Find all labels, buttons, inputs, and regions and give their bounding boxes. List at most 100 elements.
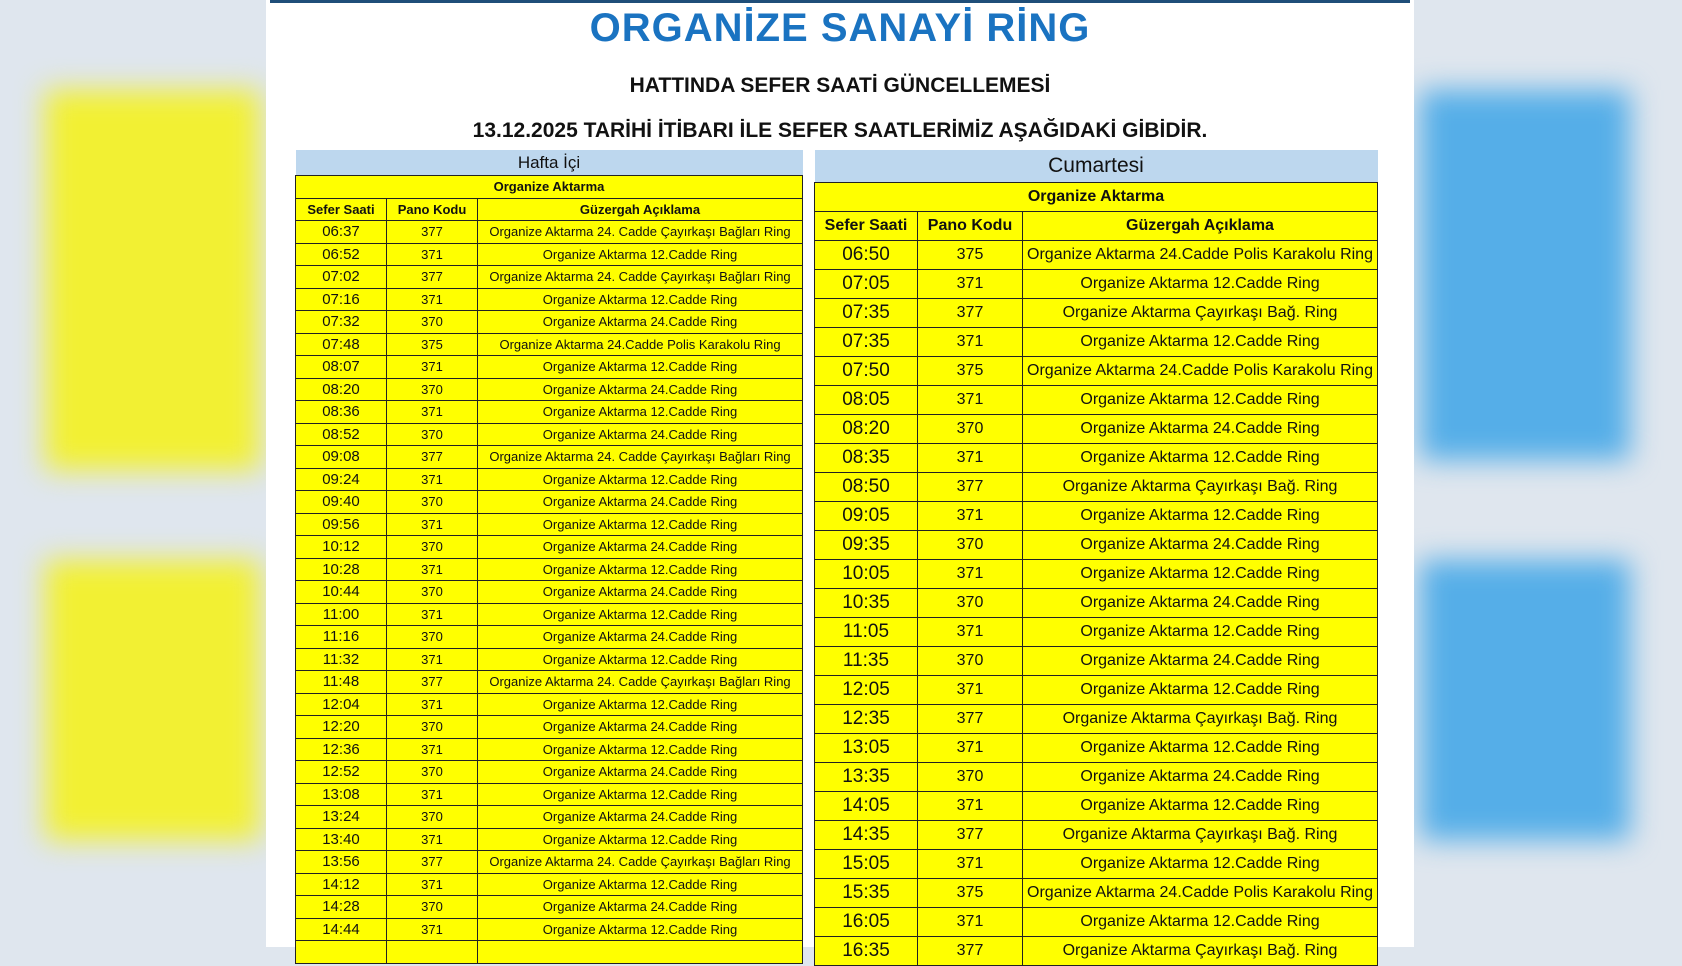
board-code: 371 [917,327,1023,357]
board-code: 371 [917,791,1023,821]
departure-time: 06:50 [814,240,918,270]
departure-time [295,940,387,964]
route-description: Organize Aktarma 24. Cadde Çayırkaşı Bağ… [477,670,803,694]
board-code: 377 [386,850,478,874]
board-code: 377 [386,670,478,694]
day-header: Hafta İçi [295,150,803,176]
route-description: Organize Aktarma Çayırkaşı Bağ. Ring [1022,704,1378,734]
route-description: Organize Aktarma 12.Cadde Ring [1022,733,1378,763]
route-description: Organize Aktarma 24.Cadde Ring [477,580,803,604]
table-row: 12:35 377 Organize Aktarma Çayırkaşı Bağ. … [814,704,1378,734]
table-row: 14:35 377 Organize Aktarma Çayırkaşı Bağ. … [814,820,1378,850]
table-row: 12:05 371 Organize Aktarma 12.Cadde Ring [814,675,1378,705]
route-description: Organize Aktarma 24. Cadde Çayırkaşı Bağ… [477,265,803,289]
departure-time: 07:48 [295,332,387,356]
board-code: 377 [386,220,478,244]
route-description: Organize Aktarma 12.Cadde Ring [477,872,803,896]
departure-time: 09:40 [295,490,387,514]
table-row: 06:50 375 Organize Aktarma 24.Cadde Polis … [814,240,1378,270]
departure-time: 12:20 [295,715,387,739]
table-row [295,940,803,964]
route-description: Organize Aktarma 12.Cadde Ring [1022,675,1378,705]
board-code: 371 [917,501,1023,531]
board-code: 371 [917,269,1023,299]
column-header: Sefer Saati [814,211,918,241]
table-row: 11:16 370 Organize Aktarma 24.Cadde Ring [295,625,803,649]
departure-time: 13:08 [295,782,387,806]
table-row: 10:35 370 Organize Aktarma 24.Cadde Ring [814,588,1378,618]
table-row: 11:35 370 Organize Aktarma 24.Cadde Ring [814,646,1378,676]
route-description: Organize Aktarma 12.Cadde Ring [477,917,803,941]
board-code: 371 [386,647,478,671]
departure-time: 06:37 [295,220,387,244]
route-description: Organize Aktarma Çayırkaşı Bağ. Ring [1022,820,1378,850]
board-code: 377 [917,298,1023,328]
table-row: 09:24 371 Organize Aktarma 12.Cadde Ring [295,467,803,491]
route-description: Organize Aktarma 24.Cadde Ring [477,760,803,784]
route-description: Organize Aktarma 24.Cadde Ring [477,625,803,649]
board-code: 370 [917,646,1023,676]
route-description: Organize Aktarma 12.Cadde Ring [1022,443,1378,473]
board-code: 370 [386,490,478,514]
departure-time: 08:20 [295,377,387,401]
departure-time: 14:28 [295,895,387,919]
board-code: 370 [917,530,1023,560]
table-row: 07:16 371 Organize Aktarma 12.Cadde Ring [295,287,803,311]
table-row: 08:52 370 Organize Aktarma 24.Cadde Ring [295,422,803,446]
column-header: Pano Kodu [917,211,1023,241]
board-code [386,940,478,964]
table-row: 08:20 370 Organize Aktarma 24.Cadde Ring [295,377,803,401]
route-description: Organize Aktarma 24.Cadde Ring [477,895,803,919]
departure-time: 07:35 [814,327,918,357]
board-code: 370 [386,310,478,334]
departure-time: 10:28 [295,557,387,581]
departure-time: 13:24 [295,805,387,829]
table-row: 09:56 371 Organize Aktarma 12.Cadde Ring [295,512,803,536]
table-row: 09:05 371 Organize Aktarma 12.Cadde Ring [814,501,1378,531]
departure-time: 14:35 [814,820,918,850]
route-description: Organize Aktarma 12.Cadde Ring [1022,849,1378,879]
route-description: Organize Aktarma 12.Cadde Ring [477,467,803,491]
board-code: 371 [386,737,478,761]
departure-time: 16:05 [814,907,918,937]
table-row: 13:40 371 Organize Aktarma 12.Cadde Ring [295,827,803,851]
route-description: Organize Aktarma 24. Cadde Çayırkaşı Bağ… [477,220,803,244]
departure-time: 09:24 [295,467,387,491]
board-code: 370 [386,580,478,604]
stop-name: Organize Aktarma [295,175,803,199]
route-description: Organize Aktarma 24.Cadde Polis Karakolu… [1022,878,1378,908]
table-row: 10:12 370 Organize Aktarma 24.Cadde Ring [295,535,803,559]
table-row: 15:05 371 Organize Aktarma 12.Cadde Ring [814,849,1378,879]
table-row: 11:32 371 Organize Aktarma 12.Cadde Ring [295,647,803,671]
board-code: 371 [386,602,478,626]
table-row: 16:05 371 Organize Aktarma 12.Cadde Ring [814,907,1378,937]
departure-time: 08:52 [295,422,387,446]
departure-time: 07:16 [295,287,387,311]
departure-time: 10:12 [295,535,387,559]
departure-time: 11:32 [295,647,387,671]
table-row: 12:52 370 Organize Aktarma 24.Cadde Ring [295,760,803,784]
table-row: 08:07 371 Organize Aktarma 12.Cadde Ring [295,355,803,379]
route-description: Organize Aktarma 12.Cadde Ring [1022,559,1378,589]
route-description [477,940,803,964]
route-description: Organize Aktarma Çayırkaşı Bağ. Ring [1022,936,1378,966]
board-code: 370 [386,535,478,559]
departure-time: 12:04 [295,692,387,716]
route-description: Organize Aktarma 12.Cadde Ring [1022,385,1378,415]
departure-time: 14:05 [814,791,918,821]
route-description: Organize Aktarma 12.Cadde Ring [477,512,803,536]
table-row: 14:12 371 Organize Aktarma 12.Cadde Ring [295,872,803,896]
departure-time: 15:35 [814,878,918,908]
table-row: 10:44 370 Organize Aktarma 24.Cadde Ring [295,580,803,604]
stop-name: Organize Aktarma [814,182,1378,212]
board-code: 377 [917,936,1023,966]
board-code: 370 [386,760,478,784]
board-code: 371 [917,907,1023,937]
table-row: 08:35 371 Organize Aktarma 12.Cadde Ring [814,443,1378,473]
departure-time: 11:35 [814,646,918,676]
table-row: 13:05 371 Organize Aktarma 12.Cadde Ring [814,733,1378,763]
table-row: 06:37 377 Organize Aktarma 24. Cadde Çayır… [295,220,803,244]
table-row: 11:00 371 Organize Aktarma 12.Cadde Ring [295,602,803,626]
table-row: 16:35 377 Organize Aktarma Çayırkaşı Bağ. … [814,936,1378,966]
route-description: Organize Aktarma 12.Cadde Ring [1022,501,1378,531]
